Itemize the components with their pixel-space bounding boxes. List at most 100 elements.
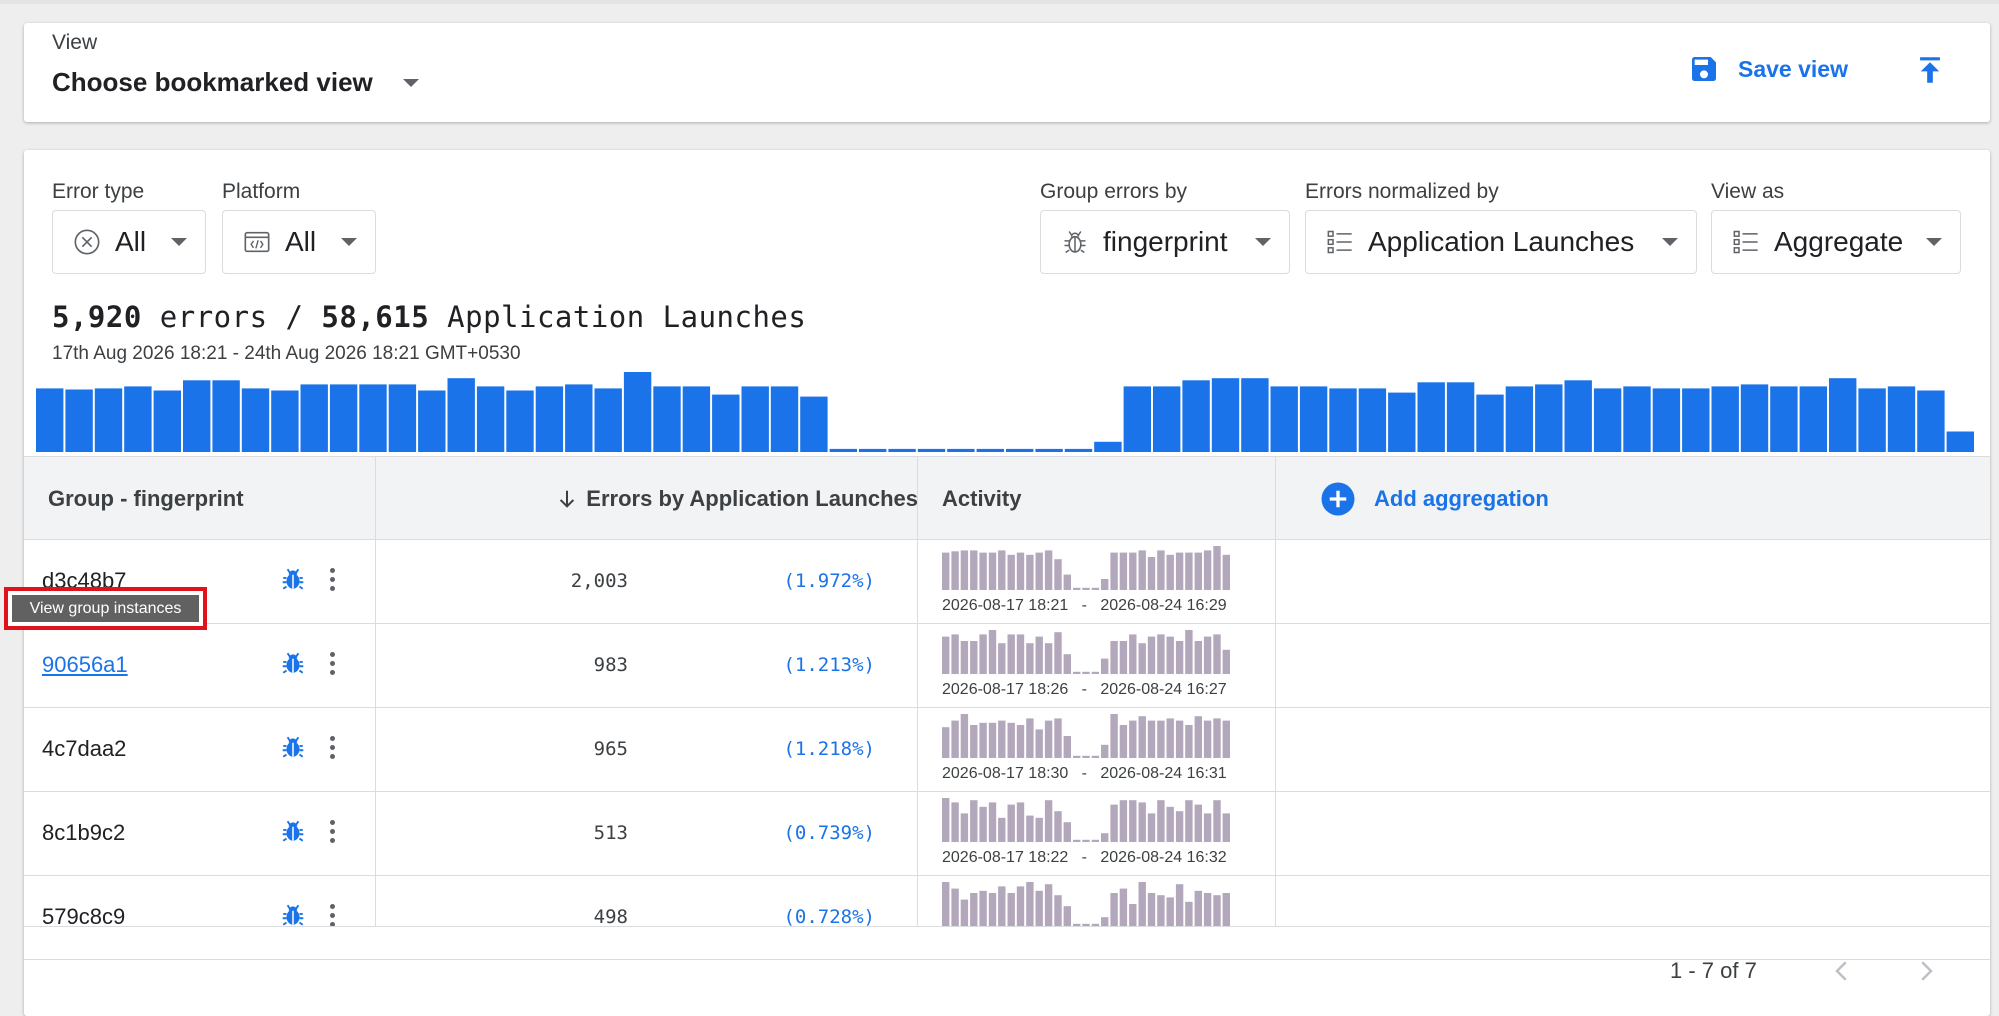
- more-options-icon[interactable]: [326, 734, 338, 760]
- bug-icon[interactable]: [280, 902, 306, 933]
- sparkline-bar: [970, 800, 978, 842]
- error-count-cell: 2,003: [570, 570, 628, 592]
- sparkline-bar: [1101, 658, 1109, 674]
- chart-bar: [1682, 388, 1710, 452]
- save-icon: [1692, 57, 1716, 81]
- platform-select[interactable]: All: [222, 210, 376, 274]
- chart-bar: [1740, 384, 1769, 452]
- sparkline-bar: [1007, 804, 1015, 842]
- sparkline-bar: [1054, 718, 1062, 758]
- activity-range: 2026-08-17 18:22 - 2026-08-24 16:32: [942, 849, 1227, 866]
- bug-icon[interactable]: [280, 566, 306, 597]
- error-type-select[interactable]: All: [52, 210, 206, 274]
- activity-range: 2026-08-17 18:30 - 2026-08-24 16:31: [942, 765, 1227, 782]
- fingerprint-id[interactable]: 4c7daa2: [42, 736, 127, 761]
- sparkline-bar: [1119, 888, 1128, 926]
- chevron-left-icon: [1835, 961, 1847, 981]
- sparkline-bar: [1110, 641, 1118, 674]
- filter-label: Error type: [52, 180, 145, 203]
- chart-bar: [1006, 448, 1034, 452]
- sparkline-bar: [942, 552, 950, 590]
- table-row[interactable]: 4c7daa2 965 (1.218%) 2026-08-17 18:30 - 202…: [24, 708, 1990, 792]
- group-by-select[interactable]: fingerprint: [1040, 210, 1290, 274]
- bug-icon[interactable]: [280, 650, 306, 681]
- column-divider: [375, 456, 376, 926]
- chart-bar: [1388, 392, 1416, 452]
- sparkline-bar: [951, 720, 959, 758]
- column-header-errors[interactable]: Errors by Application Launches: [544, 457, 918, 541]
- sparkline-bar: [951, 551, 959, 590]
- sparkline-bar: [960, 813, 969, 842]
- chart-bar: [1770, 386, 1798, 452]
- table-row[interactable]: d3c48b7 2,003 (1.972%) 2026-08-17 18:21 - 2…: [24, 540, 1990, 624]
- table-row[interactable]: 579c8c9 498 (0.728%): [24, 876, 1990, 960]
- bug-icon[interactable]: [280, 734, 306, 765]
- date-range: 17th Aug 2026 18:21 - 24th Aug 2026 18:2…: [52, 343, 521, 364]
- save-view-button[interactable]: Save view: [1688, 53, 1848, 85]
- normalized-by-select[interactable]: Application Launches: [1305, 210, 1697, 274]
- sparkline-bar: [979, 722, 987, 758]
- chart-bar: [976, 448, 1004, 452]
- sparkline-bar: [1213, 718, 1221, 758]
- sparkline-bar: [1213, 895, 1221, 926]
- sparkline-bar: [1007, 722, 1015, 758]
- table-footer-divider: [24, 926, 1990, 927]
- table-row[interactable]: 90656a1 983 (1.213%) 2026-08-17 18:26 - 202…: [24, 624, 1990, 708]
- activity-start: 2026-08-17 18:21: [942, 597, 1069, 614]
- sparkline-bar: [1222, 720, 1230, 758]
- sparkline-bar: [960, 714, 969, 758]
- more-options-icon[interactable]: [326, 902, 338, 928]
- chart-bar: [594, 388, 622, 452]
- errors-over-time-chart: [36, 372, 1974, 452]
- sparkline-bar: [1166, 806, 1174, 842]
- launches-word: Application Launches: [429, 300, 807, 334]
- sparkline-bar: [1119, 552, 1128, 590]
- previous-page-button[interactable]: [1827, 954, 1857, 988]
- view-as-select[interactable]: Aggregate: [1711, 210, 1961, 274]
- chart-bar: [535, 386, 564, 452]
- next-page-button[interactable]: [1911, 954, 1941, 988]
- bug-icon[interactable]: [280, 818, 306, 849]
- sparkline-bar: [1213, 634, 1221, 674]
- fingerprint-id[interactable]: 579c8c9: [42, 904, 126, 929]
- sparkline-bar: [1166, 718, 1174, 758]
- sparkline-bar: [1073, 755, 1081, 758]
- more-options-icon[interactable]: [326, 650, 338, 676]
- list-icon: [1327, 230, 1352, 254]
- sparkline-bar: [1157, 720, 1165, 758]
- sparkline-bar: [1194, 890, 1202, 926]
- sparkline-bar: [1129, 720, 1137, 758]
- chart-bar: [917, 448, 946, 452]
- table-row[interactable]: 8c1b9c2 513 (0.739%) 2026-08-17 18:22 - 202…: [24, 792, 1990, 876]
- add-aggregation-button[interactable]: Add aggregation: [1320, 457, 1549, 541]
- chart-bar: [1123, 386, 1151, 452]
- sparkline-bar: [1119, 725, 1128, 758]
- sparkline-bar: [1110, 804, 1118, 842]
- chart-bar: [1211, 378, 1240, 452]
- bookmarked-view-select[interactable]: Choose bookmarked view: [52, 67, 419, 98]
- activity-range: 2026-08-17 18:21 - 2026-08-24 16:29: [942, 597, 1227, 614]
- window-top-edge: [0, 0, 1999, 4]
- more-options-icon[interactable]: [326, 818, 338, 844]
- fingerprint-id[interactable]: 8c1b9c2: [42, 820, 126, 845]
- sparkline-bar: [1091, 755, 1100, 758]
- sparkline-bar: [1073, 923, 1081, 926]
- more-options-icon[interactable]: [326, 566, 338, 592]
- sparkline-bar: [1026, 554, 1034, 590]
- activity-sparkline: [942, 546, 1230, 590]
- fingerprint-id[interactable]: 90656a1: [42, 652, 128, 677]
- sparkline-bar: [1044, 550, 1053, 590]
- sparkline-bar: [1110, 893, 1118, 926]
- export-button[interactable]: [1913, 53, 1947, 92]
- column-header-group[interactable]: Group - fingerprint: [48, 457, 244, 541]
- sparkline-bar: [1185, 725, 1193, 758]
- errors-panel: Error type All Platform All Group errors…: [24, 150, 1990, 1016]
- chart-bar: [241, 388, 270, 452]
- sparkline-bar: [1035, 552, 1043, 590]
- filter-platform: Platform All: [222, 180, 376, 274]
- activity-start: 2026-08-17 18:22: [942, 849, 1069, 866]
- errors-word: errors /: [141, 300, 322, 334]
- sparkline-bar: [951, 634, 959, 674]
- sparkline-bar: [1101, 579, 1109, 590]
- sparkline-bar: [1213, 800, 1221, 842]
